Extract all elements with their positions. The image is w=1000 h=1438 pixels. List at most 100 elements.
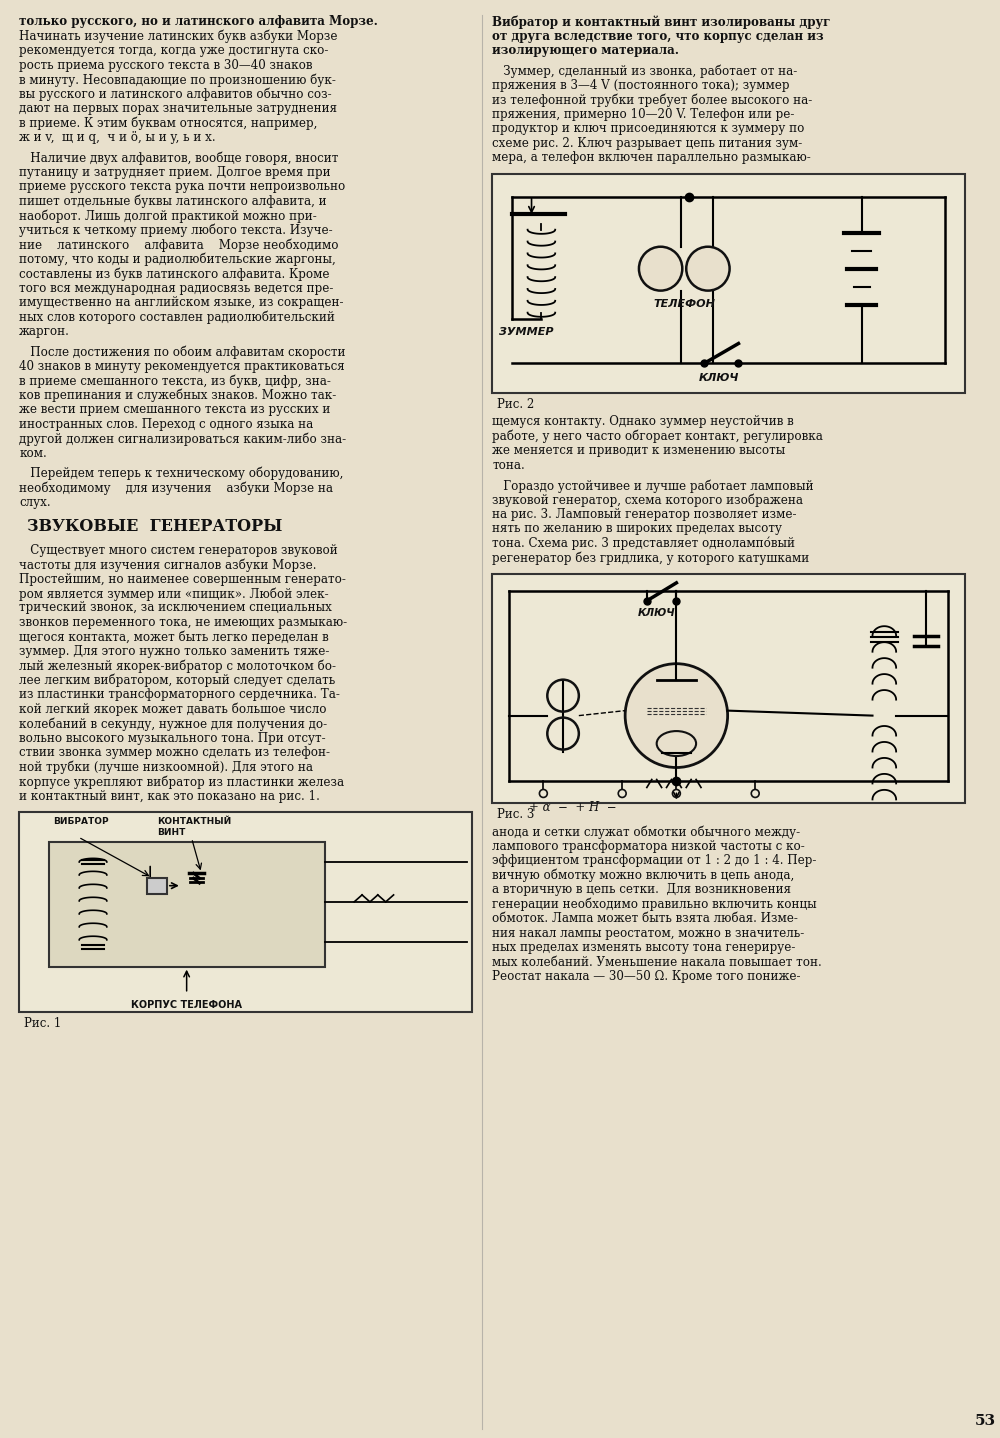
Text: в приеме смешанного текста, из букв, цифр, зна-: в приеме смешанного текста, из букв, циф… (19, 374, 331, 388)
Text: ной трубки (лучше низкоомной). Для этого на: ной трубки (лучше низкоомной). Для этого… (19, 761, 313, 774)
Text: ных слов которого составлен радиолюбительский: ных слов которого составлен радиолюбител… (19, 311, 335, 324)
Text: ЗУММЕР: ЗУММЕР (499, 326, 554, 336)
Text: вольно высокого музыкального тона. При отсут-: вольно высокого музыкального тона. При о… (19, 732, 326, 745)
Text: рость приема русского текста в 30—40 знаков: рость приема русского текста в 30—40 зна… (19, 59, 313, 72)
Text: и контактный винт, как это показано на рис. 1.: и контактный винт, как это показано на р… (19, 789, 320, 802)
Text: ВИНТ: ВИНТ (157, 828, 185, 837)
Text: КЛЮЧ: КЛЮЧ (638, 608, 675, 618)
Text: в минуту. Несовпадающие по произношению бук-: в минуту. Несовпадающие по произношению … (19, 73, 336, 86)
Text: ж и v,  щ и q,  ч и ö, ы и y, ь и х.: ж и v, щ и q, ч и ö, ы и y, ь и х. (19, 131, 216, 144)
Text: пряжения в 3—4 V (постоянного тока); зуммер: пряжения в 3—4 V (постоянного тока); зум… (492, 79, 790, 92)
Text: частоты для изучения сигналов азбуки Морзе.: частоты для изучения сигналов азбуки Мор… (19, 558, 317, 571)
Text: Рис. 1: Рис. 1 (24, 1017, 61, 1030)
Text: работе, у него часто обгорает контакт, регулировка: работе, у него часто обгорает контакт, р… (492, 430, 823, 443)
Text: дают на первых порах значительные затруднения: дают на первых порах значительные затруд… (19, 102, 337, 115)
Text: ком.: ком. (19, 447, 47, 460)
Text: ром является зуммер или «пищик». Любой элек-: ром является зуммер или «пищик». Любой э… (19, 587, 329, 601)
Bar (147, 877, 167, 893)
Text: путаницу и затрудняет прием. Долгое время при: путаницу и затрудняет прием. Долгое врем… (19, 165, 331, 178)
Text: Начинать изучение латинских букв азбуки Морзе: Начинать изучение латинских букв азбуки … (19, 30, 338, 43)
Text: Рис. 3: Рис. 3 (497, 808, 534, 821)
Text: КЛЮЧ: КЛЮЧ (699, 374, 739, 384)
Circle shape (686, 247, 730, 290)
Text: Гораздо устойчивее и лучше работает ламповый: Гораздо устойчивее и лучше работает ламп… (492, 479, 814, 493)
Text: + α  −  + Н  −: + α − + Н − (529, 801, 616, 814)
Text: звонков переменного тока, не имеющих размыкаю-: звонков переменного тока, не имеющих раз… (19, 615, 347, 628)
Text: лампового трансформатора низкой частоты с ко-: лампового трансформатора низкой частоты … (492, 840, 805, 853)
Text: регенератор без гридлика, у которого катушками: регенератор без гридлика, у которого кат… (492, 551, 809, 565)
Text: иностранных слов. Переход с одного языка на: иностранных слов. Переход с одного языка… (19, 417, 313, 431)
Text: а вторичную в цепь сетки.  Для возникновения: а вторичную в цепь сетки. Для возникнове… (492, 883, 791, 896)
Text: вы русского и латинского алфавитов обычно соз-: вы русского и латинского алфавитов обычн… (19, 88, 332, 101)
Text: ствии звонка зуммер можно сделать из телефон-: ствии звонка зуммер можно сделать из тел… (19, 746, 330, 759)
Text: щемуся контакту. Однако зуммер неустойчив в: щемуся контакту. Однако зуммер неустойчи… (492, 416, 794, 429)
Text: на рис. 3. Ламповый генератор позволяет изме-: на рис. 3. Ламповый генератор позволяет … (492, 508, 797, 521)
Text: щегося контакта, может быть легко переделан в: щегося контакта, может быть легко переде… (19, 630, 329, 644)
Text: Перейдем теперь к техническому оборудованию,: Перейдем теперь к техническому оборудова… (19, 467, 344, 480)
Text: же меняется и приводит к изменению высоты: же меняется и приводит к изменению высот… (492, 444, 785, 457)
Text: обмоток. Лампа может быть взята любая. Изме-: обмоток. Лампа может быть взята любая. И… (492, 912, 798, 925)
Circle shape (639, 247, 682, 290)
Text: ВИБРАТОР: ВИБРАТОР (54, 817, 109, 825)
Text: схеме рис. 2. Ключ разрывает цепь питания зум-: схеме рис. 2. Ключ разрывает цепь питани… (492, 137, 802, 150)
Text: мера, а телефон включен параллельно размыкаю-: мера, а телефон включен параллельно разм… (492, 151, 811, 164)
Text: пряжения, примерно 10—20 V. Телефон или ре-: пряжения, примерно 10—20 V. Телефон или … (492, 108, 794, 121)
Text: необходимому    для изучения    азбуки Морзе на: необходимому для изучения азбуки Морзе н… (19, 482, 333, 495)
Text: мых колебаний. Уменьшение накала повышает тон.: мых колебаний. Уменьшение накала повышае… (492, 956, 822, 969)
Text: потому, что коды и радиолюбительские жаргоны,: потому, что коды и радиолюбительские жар… (19, 253, 336, 266)
Text: приеме русского текста рука почти непроизвольно: приеме русского текста рука почти непрои… (19, 180, 345, 193)
Text: ние    латинского    алфавита    Морзе необходимо: ние латинского алфавита Морзе необходимо (19, 239, 339, 252)
Text: наоборот. Лишь долгой практикой можно при-: наоборот. Лишь долгой практикой можно пр… (19, 210, 317, 223)
Text: в приеме. К этим буквам относятся, например,: в приеме. К этим буквам относятся, напри… (19, 116, 318, 131)
Text: вичную обмотку можно включить в цепь анода,: вичную обмотку можно включить в цепь ано… (492, 869, 794, 883)
Text: кой легкий якорек может давать большое число: кой легкий якорек может давать большое ч… (19, 703, 327, 716)
Text: тона. Схема рис. 3 представляет однолампо́вый: тона. Схема рис. 3 представляет одноламп… (492, 536, 795, 551)
Text: учиться к четкому приему любого текста. Изуче-: учиться к четкому приему любого текста. … (19, 224, 333, 237)
Text: анода и сетки служат обмотки обычного между-: анода и сетки служат обмотки обычного ме… (492, 825, 800, 838)
Text: звуковой генератор, схема которого изображена: звуковой генератор, схема которого изобр… (492, 493, 803, 508)
Text: корпусе укрепляют вибратор из пластинки железа: корпусе укрепляют вибратор из пластинки … (19, 775, 344, 788)
Text: имущественно на английском языке, из сокращен-: имущественно на английском языке, из сок… (19, 296, 344, 309)
Bar (492, 574, 965, 804)
Text: зуммер. Для этого нужно только заменить тяже-: зуммер. Для этого нужно только заменить … (19, 644, 330, 659)
Text: трический звонок, за исключением специальных: трический звонок, за исключением специал… (19, 601, 332, 614)
Text: Существует много систем генераторов звуковой: Существует много систем генераторов звук… (19, 544, 338, 557)
Text: лый железный якорек-вибратор с молоточком бо-: лый железный якорек-вибратор с молоточко… (19, 660, 336, 673)
Text: Наличие двух алфавитов, вообще говоря, вносит: Наличие двух алфавитов, вообще говоря, в… (19, 151, 339, 165)
Text: из телефонной трубки требует более высокого на-: из телефонной трубки требует более высок… (492, 93, 812, 106)
Text: Рис. 2: Рис. 2 (497, 398, 534, 411)
Text: Реостат накала — 30—50 Ω. Кроме того пониже-: Реостат накала — 30—50 Ω. Кроме того пон… (492, 971, 801, 984)
Text: Простейшим, но наименее совершенным генерато-: Простейшим, но наименее совершенным гене… (19, 572, 346, 585)
Text: Зуммер, сделанный из звонка, работает от на-: Зуммер, сделанный из звонка, работает от… (492, 65, 797, 78)
Text: слух.: слух. (19, 496, 51, 509)
Text: эффициентом трансформации от 1 : 2 до 1 : 4. Пер-: эффициентом трансформации от 1 : 2 до 1 … (492, 854, 816, 867)
Text: из пластинки трансформаторного сердечника. Та-: из пластинки трансформаторного сердечник… (19, 689, 340, 702)
Bar (492, 174, 965, 394)
Circle shape (625, 664, 728, 768)
Text: 53: 53 (975, 1414, 996, 1428)
Text: Вибратор и контактный винт изолированы друг: Вибратор и контактный винт изолированы д… (492, 16, 830, 29)
Text: рекомендуется тогда, когда уже достигнута ско-: рекомендуется тогда, когда уже достигнут… (19, 45, 329, 58)
Bar (19, 812, 472, 1012)
Bar (49, 843, 325, 966)
Text: КОНТАКТНЫЙ: КОНТАКТНЫЙ (157, 817, 231, 825)
Text: ния накал лампы реостатом, можно в значитель-: ния накал лампы реостатом, можно в значи… (492, 926, 804, 939)
Text: изолирующего материала.: изолирующего материала. (492, 45, 679, 58)
Text: После достижения по обоим алфавитам скорости: После достижения по обоим алфавитам скор… (19, 345, 346, 360)
Text: ков препинания и служебных знаков. Можно так-: ков препинания и служебных знаков. Можно… (19, 388, 336, 403)
Text: от друга вследствие того, что корпус сделан из: от друга вследствие того, что корпус сде… (492, 30, 824, 43)
Text: продуктор и ключ присоединяются к зуммеру по: продуктор и ключ присоединяются к зуммер… (492, 122, 804, 135)
Text: же вести прием смешанного текста из русских и: же вести прием смешанного текста из русс… (19, 403, 331, 416)
Text: другой должен сигнализироваться каким-либо зна-: другой должен сигнализироваться каким-ли… (19, 433, 346, 446)
Text: генерации необходимо правильно включить концы: генерации необходимо правильно включить … (492, 897, 817, 912)
Text: пишет отдельные буквы латинского алфавита, и: пишет отдельные буквы латинского алфавит… (19, 194, 327, 209)
Text: ЗВУКОВЫЕ  ГЕНЕРАТОРЫ: ЗВУКОВЫЕ ГЕНЕРАТОРЫ (27, 518, 282, 535)
Text: того вся международная радиосвязь ведется пре-: того вся международная радиосвязь ведетс… (19, 282, 334, 295)
Text: лее легким вибратором, который следует сделать: лее легким вибратором, который следует с… (19, 674, 335, 687)
Text: жаргон.: жаргон. (19, 325, 70, 338)
Text: 40 знаков в минуту рекомендуется практиковаться: 40 знаков в минуту рекомендуется практик… (19, 360, 345, 372)
Text: нять по желанию в широких пределах высоту: нять по желанию в широких пределах высот… (492, 522, 782, 535)
Text: ТЕЛЕФОН: ТЕЛЕФОН (653, 299, 715, 309)
Ellipse shape (657, 731, 696, 756)
Text: колебаний в секунду, нужное для получения до-: колебаний в секунду, нужное для получени… (19, 718, 327, 731)
